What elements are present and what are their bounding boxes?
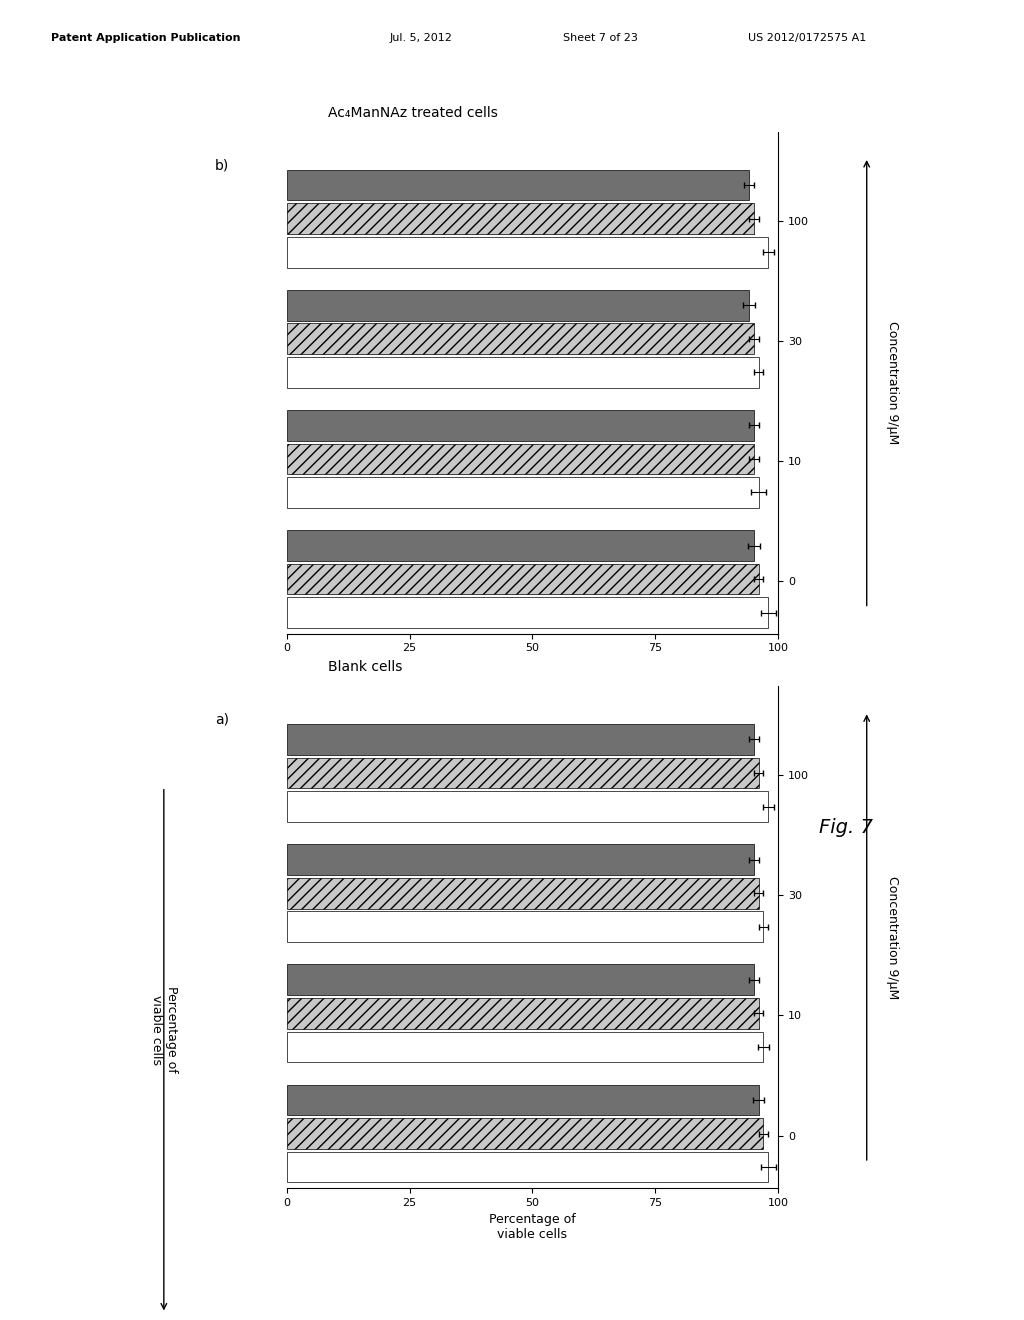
Bar bbox=[287, 878, 759, 908]
Text: Ac₄ManNAz treated cells: Ac₄ManNAz treated cells bbox=[328, 106, 498, 120]
Bar bbox=[287, 531, 754, 561]
Text: Patent Application Publication: Patent Application Publication bbox=[51, 33, 241, 44]
Bar bbox=[287, 791, 768, 822]
Text: Concentration 9/μM: Concentration 9/μM bbox=[887, 875, 899, 999]
Bar bbox=[287, 564, 759, 594]
Bar bbox=[287, 236, 768, 268]
Text: Blank cells: Blank cells bbox=[328, 660, 402, 675]
Bar bbox=[287, 323, 754, 354]
Bar bbox=[287, 203, 754, 234]
Bar bbox=[287, 998, 759, 1028]
Bar bbox=[287, 597, 768, 628]
Bar bbox=[287, 911, 764, 942]
Text: US 2012/0172575 A1: US 2012/0172575 A1 bbox=[748, 33, 865, 44]
Bar bbox=[287, 1085, 759, 1115]
Text: b): b) bbox=[215, 158, 229, 173]
Text: Fig. 7: Fig. 7 bbox=[819, 818, 873, 837]
Bar bbox=[287, 411, 754, 441]
Bar bbox=[287, 170, 749, 201]
Bar bbox=[287, 1118, 764, 1148]
Text: Jul. 5, 2012: Jul. 5, 2012 bbox=[389, 33, 452, 44]
Bar bbox=[287, 965, 754, 995]
Bar bbox=[287, 1031, 764, 1063]
Bar bbox=[287, 725, 754, 755]
Bar bbox=[287, 356, 759, 388]
Text: a): a) bbox=[215, 713, 229, 727]
X-axis label: Percentage of
viable cells: Percentage of viable cells bbox=[489, 1213, 575, 1241]
Bar bbox=[287, 845, 754, 875]
Bar bbox=[287, 477, 759, 508]
Bar bbox=[287, 444, 754, 474]
Bar bbox=[287, 290, 749, 321]
Text: Percentage of
viable cells: Percentage of viable cells bbox=[150, 986, 178, 1073]
Bar bbox=[287, 758, 759, 788]
Text: Concentration 9/μM: Concentration 9/μM bbox=[887, 321, 899, 445]
Bar bbox=[287, 1151, 768, 1183]
Text: Sheet 7 of 23: Sheet 7 of 23 bbox=[563, 33, 638, 44]
